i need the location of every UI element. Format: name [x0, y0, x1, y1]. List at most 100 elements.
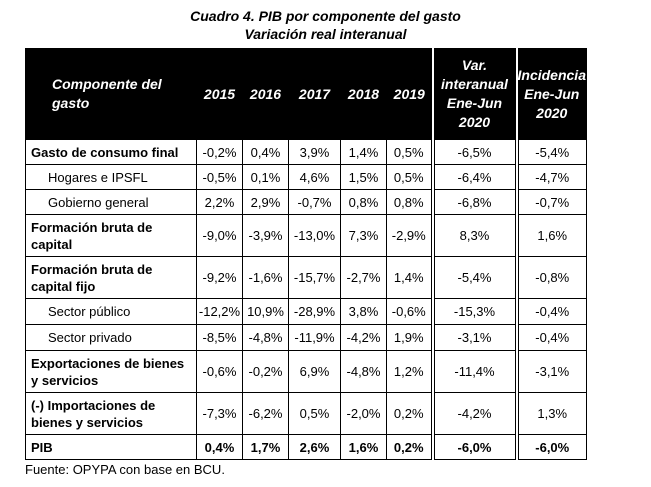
cell-2015: -0,5% — [196, 164, 243, 190]
header-row: Componente del gasto 2015 2016 2017 2018… — [25, 48, 587, 140]
source-note: Fuente: OPYPA con base en BCU. — [25, 462, 225, 477]
row-label: (-) Importaciones de bienes y servicios — [25, 392, 197, 435]
header-component: Componente del gasto — [25, 48, 197, 140]
cell-inc: -0,4% — [516, 298, 587, 325]
cell-2015: -9,2% — [196, 256, 243, 299]
cell-2019: 0,2% — [386, 434, 433, 460]
header-2016: 2016 — [242, 48, 289, 140]
cell-2018: -4,2% — [340, 324, 387, 351]
cell-2019: 1,2% — [386, 350, 433, 393]
row-label: Sector privado — [25, 324, 197, 351]
cell-2018: 7,3% — [340, 214, 387, 257]
cell-2017: -11,9% — [288, 324, 341, 351]
header-2018: 2018 — [340, 48, 387, 140]
cell-2016: 0,1% — [242, 164, 289, 190]
cell-2015: 2,2% — [196, 189, 243, 215]
cell-2016: -1,6% — [242, 256, 289, 299]
row-label: Gasto de consumo final — [25, 139, 197, 165]
cell-inc: 1,3% — [516, 392, 587, 435]
cell-2017: -15,7% — [288, 256, 341, 299]
cell-2015: -12,2% — [196, 298, 243, 325]
row-label: Formación bruta de capital — [25, 214, 197, 257]
cell-2019: 0,5% — [386, 139, 433, 165]
header-2017: 2017 — [288, 48, 341, 140]
cell-2017: 3,9% — [288, 139, 341, 165]
cell-2016: -4,8% — [242, 324, 289, 351]
cell-2019: 1,4% — [386, 256, 433, 299]
table-row: Sector privado -8,5% -4,8% -11,9% -4,2% … — [25, 324, 587, 351]
table-row: Gasto de consumo final -0,2% 0,4% 3,9% 1… — [25, 139, 587, 165]
cell-var: -6,5% — [430, 139, 519, 165]
cell-inc: 1,6% — [516, 214, 587, 257]
cell-2018: -2,0% — [340, 392, 387, 435]
table-row: Formación bruta de capital fijo -9,2% -1… — [25, 256, 587, 299]
table-row: (-) Importaciones de bienes y servicios … — [25, 392, 587, 435]
cell-2016: 1,7% — [242, 434, 289, 460]
header-2015: 2015 — [196, 48, 243, 140]
table-row: Hogares e IPSFL -0,5% 0,1% 4,6% 1,5% 0,5… — [25, 164, 587, 190]
header-2019: 2019 — [386, 48, 434, 140]
cell-2018: -2,7% — [340, 256, 387, 299]
cell-inc: -0,4% — [516, 324, 587, 351]
row-label: Sector público — [25, 298, 197, 325]
table-row: Gobierno general 2,2% 2,9% -0,7% 0,8% 0,… — [25, 189, 587, 215]
cell-2015: -8,5% — [196, 324, 243, 351]
cell-2015: 0,4% — [196, 434, 243, 460]
cell-2015: -0,2% — [196, 139, 243, 165]
cell-2015: -0,6% — [196, 350, 243, 393]
cell-inc: -0,7% — [516, 189, 587, 215]
cell-2016: 10,9% — [242, 298, 289, 325]
cell-2019: 0,8% — [386, 189, 433, 215]
cell-2019: 1,9% — [386, 324, 433, 351]
cell-var: -4,2% — [430, 392, 519, 435]
row-label: Hogares e IPSFL — [25, 164, 197, 190]
row-label: Gobierno general — [25, 189, 197, 215]
cell-2018: 1,5% — [340, 164, 387, 190]
cell-2019: -2,9% — [386, 214, 433, 257]
cell-var: -11,4% — [430, 350, 519, 393]
cell-2017: -0,7% — [288, 189, 341, 215]
header-var-interanual: Var. interanual Ene-Jun 2020 — [432, 48, 518, 140]
cell-2019: 0,5% — [386, 164, 433, 190]
cell-var: -6,0% — [430, 434, 519, 460]
cell-2019: 0,2% — [386, 392, 433, 435]
cell-2015: -7,3% — [196, 392, 243, 435]
cell-2018: 0,8% — [340, 189, 387, 215]
cell-var: -15,3% — [430, 298, 519, 325]
table-row: Exportaciones de bienes y servicios -0,6… — [25, 350, 587, 393]
cell-inc: -6,0% — [516, 434, 587, 460]
cell-var: -5,4% — [430, 256, 519, 299]
row-label: Formación bruta de capital fijo — [25, 256, 197, 299]
cell-2015: -9,0% — [196, 214, 243, 257]
cell-inc: -4,7% — [516, 164, 587, 190]
header-incidencia: Incidencia Ene-Jun 2020 — [516, 48, 587, 140]
cell-var: -3,1% — [430, 324, 519, 351]
cell-inc: -5,4% — [516, 139, 587, 165]
table-subtitle: Variación real interanual — [244, 26, 407, 42]
cell-2016: -6,2% — [242, 392, 289, 435]
cell-2017: 2,6% — [288, 434, 341, 460]
cell-inc: -3,1% — [516, 350, 587, 393]
cell-2016: 0,4% — [242, 139, 289, 165]
cell-2017: 0,5% — [288, 392, 341, 435]
cell-2018: 1,4% — [340, 139, 387, 165]
cell-2019: -0,6% — [386, 298, 433, 325]
cell-2016: -3,9% — [242, 214, 289, 257]
cell-2017: 6,9% — [288, 350, 341, 393]
cell-2016: -0,2% — [242, 350, 289, 393]
table-row: Sector público -12,2% 10,9% -28,9% 3,8% … — [25, 298, 587, 325]
cell-var: 8,3% — [430, 214, 519, 257]
cell-2017: -13,0% — [288, 214, 341, 257]
cell-2017: 4,6% — [288, 164, 341, 190]
cell-2018: -4,8% — [340, 350, 387, 393]
table-row-total: PIB 0,4% 1,7% 2,6% 1,6% 0,2% -6,0% -6,0% — [25, 434, 587, 460]
cell-2016: 2,9% — [242, 189, 289, 215]
cell-inc: -0,8% — [516, 256, 587, 299]
cell-var: -6,4% — [430, 164, 519, 190]
cell-2018: 3,8% — [340, 298, 387, 325]
row-label: Exportaciones de bienes y servicios — [25, 350, 197, 393]
cell-2017: -28,9% — [288, 298, 341, 325]
gdp-components-table: Componente del gasto 2015 2016 2017 2018… — [25, 48, 587, 460]
cell-2018: 1,6% — [340, 434, 387, 460]
row-label: PIB — [25, 434, 197, 460]
